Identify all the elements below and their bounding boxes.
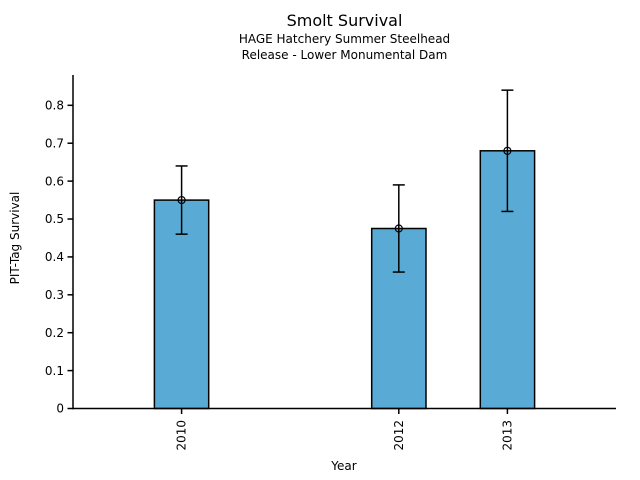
mean-marker-2013 [503, 146, 512, 155]
y-tick-label-0.3: 0.3 [45, 288, 64, 302]
y-tick-label-0.6: 0.6 [45, 174, 64, 188]
y-axis-label: PIT-Tag Survival [8, 191, 22, 285]
y-tick-label-0.8: 0.8 [45, 99, 64, 113]
y-tick-label-0: 0 [56, 402, 64, 416]
x-axis-label: Year [331, 459, 357, 473]
x-tick-label-2012: 2012 [392, 420, 406, 451]
mean-marker-2012 [394, 224, 403, 233]
x-tick-label-2010: 2010 [175, 420, 189, 451]
y-tick-label-0.1: 0.1 [45, 364, 64, 378]
y-tick-label-0.2: 0.2 [45, 326, 64, 340]
mean-marker-2010 [177, 195, 186, 205]
y-tick-label-0.5: 0.5 [45, 212, 64, 226]
y-tick-label-0.4: 0.4 [45, 250, 64, 264]
y-tick-label-0.7: 0.7 [45, 136, 64, 150]
x-tick-label-2013: 2013 [500, 420, 514, 451]
